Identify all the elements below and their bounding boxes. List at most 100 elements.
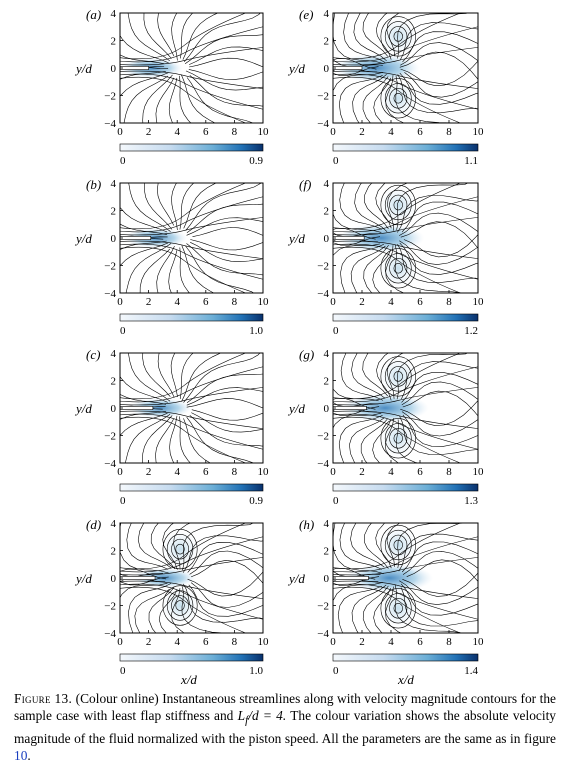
velocity-contours — [62, 479, 301, 678]
y-tick-label: 4 — [111, 348, 117, 360]
x-tick-label: 4 — [388, 296, 394, 308]
nozzle-flap — [333, 66, 362, 69]
colorbar — [333, 144, 478, 151]
colorbar — [120, 144, 263, 151]
streamline — [191, 581, 301, 607]
colorbar-max-label: 1.4 — [464, 665, 478, 677]
nozzle-flap — [120, 406, 153, 409]
streamline — [191, 413, 297, 438]
x-tick-label: 10 — [473, 636, 485, 648]
x-tick-label: 2 — [146, 466, 152, 478]
streamline — [304, 244, 380, 312]
y-axis-label: y/d — [287, 231, 305, 246]
y-tick-label: 0 — [324, 403, 330, 415]
y-axis-label: y/d — [74, 231, 92, 246]
streamline — [120, 197, 263, 232]
caption-figure-ref[interactable]: 10 — [14, 748, 27, 763]
x-tick-label: 8 — [232, 296, 238, 308]
streamline — [180, 146, 221, 230]
streamline — [309, 163, 381, 232]
x-tick-label: 2 — [359, 636, 365, 648]
x-tick-label: 0 — [117, 636, 123, 648]
streamline — [83, 243, 168, 300]
y-tick-label: 0 — [324, 63, 330, 75]
nozzle-flap — [333, 576, 369, 579]
caption-text-3: . — [27, 748, 30, 763]
streamline — [184, 343, 267, 403]
x-tick-label: 6 — [203, 126, 209, 138]
y-tick-label: −2 — [104, 601, 116, 613]
streamline — [190, 551, 300, 579]
x-tick-label: 0 — [117, 466, 123, 478]
colorbar-min-label: 0 — [333, 495, 339, 507]
streamline — [190, 75, 286, 120]
y-tick-label: −4 — [317, 118, 329, 130]
streamline — [193, 228, 303, 243]
colorbar-min-label: 0 — [333, 325, 339, 337]
nozzle-flap — [333, 236, 364, 239]
y-tick-label: 0 — [324, 573, 330, 585]
streamline — [157, 246, 175, 335]
figure-caption: Figure 13. (Colour online) Instantaneous… — [14, 690, 556, 764]
x-tick-label: 6 — [417, 296, 423, 308]
streamline — [330, 244, 384, 323]
streamline — [190, 415, 286, 460]
panel-label: (c) — [86, 347, 100, 362]
streamline — [190, 242, 296, 267]
x-tick-label: 10 — [258, 126, 270, 138]
x-tick-label: 8 — [446, 636, 452, 648]
streamline — [132, 312, 170, 396]
streamline — [355, 144, 388, 232]
x-tick-label: 8 — [232, 636, 238, 648]
y-tick-label: 0 — [324, 233, 330, 245]
x-tick-label: 0 — [117, 126, 123, 138]
streamline — [402, 372, 508, 402]
x-tick-label: 2 — [146, 296, 152, 308]
streamline — [328, 586, 382, 665]
y-tick-label: −4 — [104, 628, 116, 640]
panel-label: (h) — [299, 517, 314, 532]
x-tick-label: 6 — [417, 126, 423, 138]
streamline — [333, 488, 382, 569]
streamline — [185, 22, 283, 64]
streamline — [102, 76, 168, 148]
y-tick-label: −2 — [104, 91, 116, 103]
x-tick-label: 8 — [446, 126, 452, 138]
panel-label: (d) — [86, 517, 101, 532]
y-tick-label: −4 — [317, 458, 329, 470]
streamline — [187, 244, 283, 289]
streamline — [311, 505, 384, 574]
streamline — [97, 504, 169, 573]
panel-b: 0 2 4 6 8 10 4 2 0 −2 −4 (b) y/d 0 1.0 — [55, 136, 302, 340]
caption-math-rest: /d = 4. — [248, 708, 286, 723]
caption-math: L — [238, 708, 245, 723]
streamline — [108, 327, 170, 401]
x-tick-label: 0 — [117, 296, 123, 308]
y-tick-label: −4 — [317, 628, 329, 640]
colorbar — [333, 654, 478, 661]
colorbar — [333, 484, 478, 491]
y-tick-label: 2 — [111, 206, 117, 218]
x-tick-label: 10 — [473, 296, 485, 308]
x-tick-label: 4 — [174, 466, 180, 478]
x-tick-label: 2 — [359, 296, 365, 308]
y-tick-label: 2 — [111, 36, 117, 48]
colorbar — [120, 314, 263, 321]
colorbar-min-label: 0 — [333, 155, 339, 167]
caption-label: Figure 13. — [14, 691, 72, 706]
streamline — [180, 315, 221, 399]
y-tick-label: −4 — [104, 458, 116, 470]
x-tick-label: 2 — [146, 126, 152, 138]
x-axis-label-right: x/d — [397, 672, 414, 687]
y-tick-label: 4 — [324, 178, 330, 190]
streamline — [352, 310, 386, 398]
y-tick-label: −2 — [104, 431, 116, 443]
streamline — [329, 415, 383, 494]
panel-h: 0 2 4 6 8 10 4 2 0 −2 −4 (h) y/d 0 1.4 — [270, 478, 518, 677]
x-tick-label: 0 — [330, 296, 336, 308]
streamline — [188, 542, 292, 572]
colorbar — [333, 314, 478, 321]
colorbar-max-label: 0.9 — [249, 495, 263, 507]
x-tick-label: 10 — [473, 126, 485, 138]
streamline — [104, 414, 170, 486]
